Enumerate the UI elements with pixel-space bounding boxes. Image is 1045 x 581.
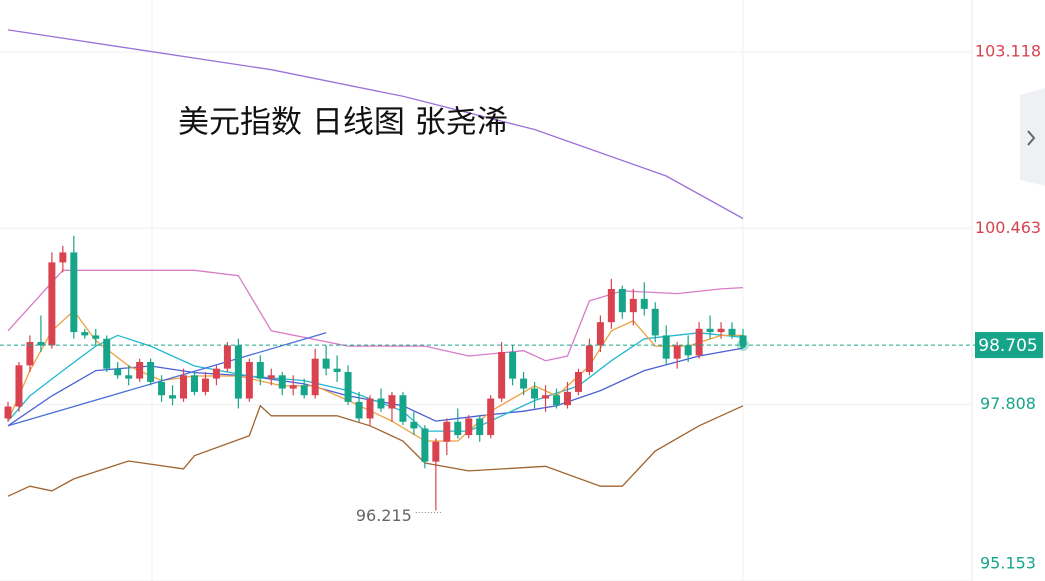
candle-body [136,362,144,379]
candle-body [432,441,440,462]
candle-body [706,328,714,333]
y-tick-label: 103.118 [975,41,1041,60]
candle-body [201,378,209,392]
candle-body [223,345,231,369]
candle-body [465,418,473,436]
candle-body [169,395,177,399]
y-tick-label: 97.808 [980,394,1036,413]
candle-body [267,375,275,379]
candle-body [487,398,495,436]
candle-body [103,338,111,369]
candle-body [421,428,429,462]
candle-body [531,388,539,399]
candle-body [574,371,582,392]
candle-body [498,352,506,399]
candle-body [585,345,593,372]
candle-body [180,375,188,399]
last-price-box [975,332,1043,359]
candle-body [311,358,319,396]
candle-body [596,322,604,346]
candle-body [333,368,341,372]
indicator-line [7,404,744,497]
candle-body [48,262,56,346]
candle-body [234,345,242,399]
candle-body [662,335,670,359]
candle-body [377,398,385,409]
candle-body [190,375,198,392]
indicator-line [7,269,744,362]
candle-body [684,345,692,356]
candle-body [651,308,659,336]
chart-title: 美元指数 日线图 张尧浠 [178,105,508,141]
candle-body [278,375,286,389]
indicator-line [7,29,744,220]
candle-body [114,368,122,376]
candle-body [59,252,67,263]
candle-body [399,395,407,422]
candle-body [520,378,528,389]
candle-body [629,298,637,313]
candle-body [695,328,703,356]
candle-body [607,288,615,323]
candle-body [289,385,297,389]
candle-body [563,391,571,406]
candle-body [70,252,78,333]
candle-body [618,288,626,313]
candle-body [542,395,550,399]
candle-body [4,406,12,419]
candle-body [388,395,396,409]
candle-body [256,362,264,379]
candle-body [739,335,747,346]
candle-body [728,328,736,336]
low-annotation: 96.215 [356,506,412,525]
candle-body [15,365,23,407]
chevron-icon [1027,130,1036,146]
candle-body [300,385,308,396]
y-tick-label: 95.153 [980,554,1036,573]
candle-body [125,375,133,379]
indicator-line [7,347,744,427]
candle-body [553,395,561,406]
candle-body [717,328,725,333]
candle-body [410,421,418,429]
candle-body [322,358,330,369]
last-price-label: 98.705 [978,336,1037,356]
candle-body [443,421,451,442]
last-price-dot [740,342,746,349]
candle-body [212,368,220,379]
candle-body [344,371,352,402]
y-tick-label: 100.463 [975,218,1041,237]
candle-body [476,418,484,436]
candle-body [454,421,462,436]
candle-body [26,342,34,366]
candle-body [366,398,374,419]
candle-body [640,298,648,309]
candle-body [355,401,363,419]
indicator-line [7,332,744,432]
candle-body [509,352,517,379]
candle-body [147,362,155,382]
candle-body [245,362,253,399]
candle-body [92,335,100,339]
candle-body [158,381,166,396]
candle-body [81,332,89,336]
indicator-line [7,332,327,427]
candle-body [37,342,45,346]
candle-body [673,345,681,359]
